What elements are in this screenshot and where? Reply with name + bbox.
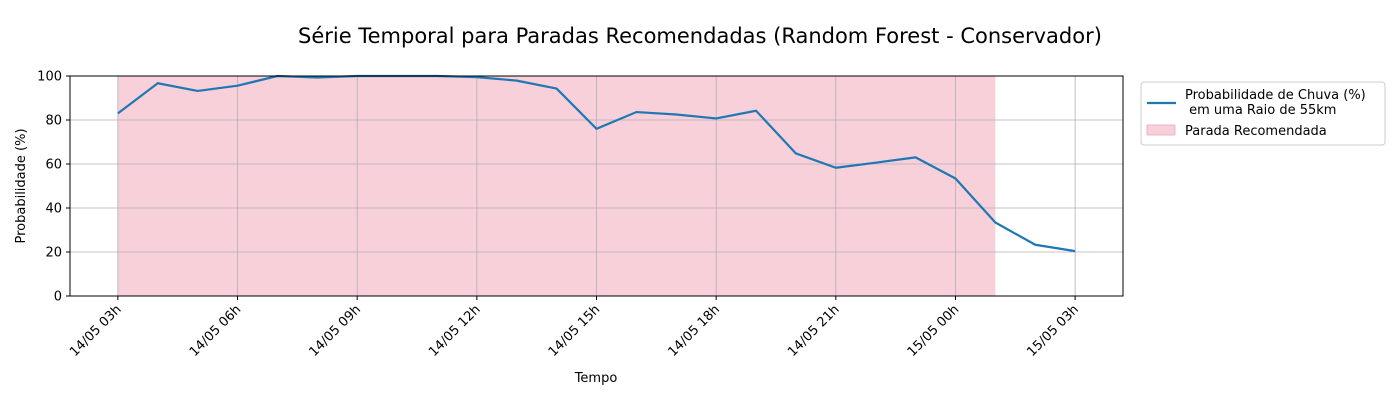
x-tick-label: 14/05 03h	[67, 302, 125, 360]
x-tick-label: 14/05 09h	[306, 302, 364, 360]
legend-shade-swatch	[1146, 124, 1176, 136]
shade-layer	[117, 76, 996, 296]
x-tick-label: 14/05 21h	[785, 302, 843, 360]
x-tick-label: 15/05 03h	[1024, 302, 1082, 360]
x-tick-label: 14/05 15h	[546, 302, 604, 360]
x-tick-label: 14/05 18h	[665, 302, 723, 360]
y-tick-label: 20	[45, 246, 62, 261]
legend: Probabilidade de Chuva (%) em uma Raio d…	[1140, 81, 1386, 146]
y-tick-label: 60	[45, 158, 62, 173]
y-axis-label: Probabilidade (%)	[14, 128, 29, 243]
x-axis-label: Tempo	[574, 371, 618, 386]
y-tick-label: 40	[45, 202, 62, 217]
y-tick-label: 80	[45, 114, 62, 129]
shaded-region-parada	[117, 76, 996, 296]
chart-title: Série Temporal para Paradas Recomendadas…	[298, 24, 1102, 48]
x-tick-label: 14/05 06h	[187, 302, 245, 360]
y-tick-label: 0	[54, 290, 62, 305]
x-tick-label: 14/05 12h	[426, 302, 484, 360]
legend-frame	[1140, 81, 1386, 146]
x-tick-label: 15/05 00h	[905, 302, 963, 360]
y-axis: 0 20 40 60 80 100	[37, 70, 70, 305]
y-tick-label: 100	[37, 70, 62, 85]
x-axis: 14/05 03h 14/05 06h 14/05 09h 14/05 12h 14/0…	[67, 296, 1082, 360]
legend-shade-label: Parada Recomendada	[1185, 124, 1327, 139]
legend-line-label: Probabilidade de Chuva (%) em uma Raio d…	[1185, 88, 1366, 118]
